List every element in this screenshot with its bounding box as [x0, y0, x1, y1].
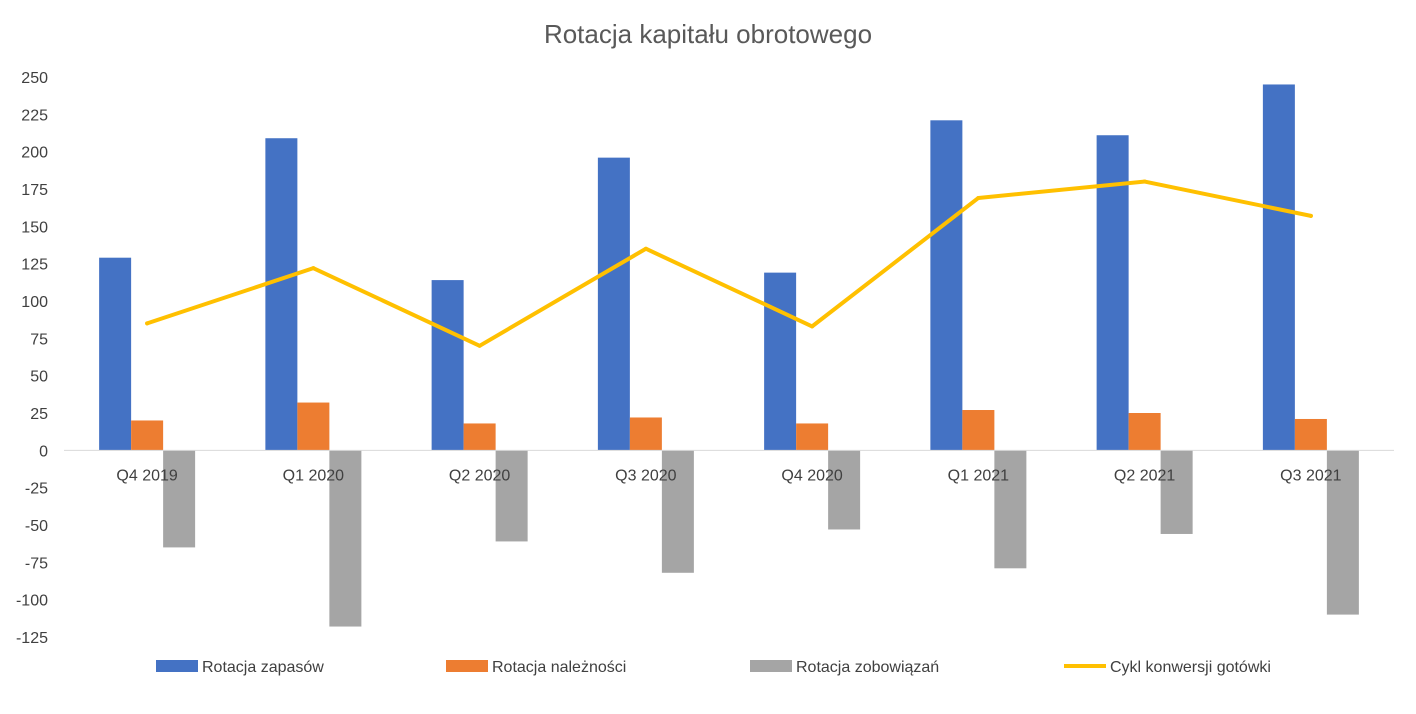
- y-axis-ticks: 2502252001751501251007550250-25-50-75-10…: [16, 70, 48, 647]
- legend-label: Rotacja zobowiązań: [796, 659, 939, 676]
- bar-3-2: [329, 450, 362, 627]
- y-tick-label: 250: [21, 70, 48, 87]
- legend-label: Rotacja należności: [492, 659, 626, 676]
- legend-swatch: [750, 660, 792, 672]
- x-tick-label: Q4 2019: [116, 467, 177, 484]
- series-line-4: [145, 179, 1313, 348]
- x-tick-label: Q2 2021: [1114, 467, 1175, 484]
- x-tick-label: Q4 2020: [781, 467, 842, 484]
- bar-3-1: [163, 450, 196, 548]
- bar-2-5: [796, 423, 829, 451]
- legend-item-1: Rotacja zapasów: [156, 659, 324, 676]
- bar-1-1: [99, 257, 132, 451]
- line-point-2: [311, 266, 316, 271]
- legend-item-2: Rotacja należności: [446, 659, 626, 676]
- bar-1-8: [1262, 84, 1295, 451]
- bar-1-4: [597, 157, 630, 451]
- y-tick-label: -75: [25, 555, 48, 572]
- y-tick-label: 0: [39, 443, 48, 460]
- y-tick-label: 100: [21, 294, 48, 311]
- bar-3-3: [495, 450, 528, 542]
- bar-1-5: [764, 272, 797, 451]
- y-tick-label: 225: [21, 107, 48, 124]
- y-tick-label: -50: [25, 518, 48, 535]
- y-tick-label: 25: [30, 406, 48, 423]
- bar-3-7: [1160, 450, 1193, 534]
- x-axis-ticks: Q4 2019 Q1 2020 Q2 2020 Q3 2020 Q4 2020 Q1 20…: [116, 467, 1341, 484]
- bar-1-3: [431, 280, 464, 451]
- bar-2-8: [1294, 418, 1327, 451]
- bar-3-8: [1326, 450, 1359, 615]
- bar-2-2: [297, 402, 330, 451]
- bars-layer: [99, 84, 1359, 627]
- legend-swatch: [446, 660, 488, 672]
- y-tick-label: 200: [21, 145, 48, 162]
- x-tick-label: Q1 2021: [948, 467, 1009, 484]
- y-tick-label: 50: [30, 369, 48, 386]
- y-tick-label: 150: [21, 219, 48, 236]
- bar-2-6: [962, 410, 995, 451]
- line-layer: [145, 179, 1313, 348]
- y-tick-label: 75: [30, 331, 48, 348]
- legend-item-3: Rotacja zobowiązań: [750, 659, 939, 676]
- y-tick-label: -100: [16, 593, 48, 610]
- x-tick-label: Q1 2020: [283, 467, 344, 484]
- x-tick-label: Q2 2020: [449, 467, 510, 484]
- line-point-6: [976, 195, 981, 200]
- line-point-4: [643, 246, 648, 251]
- bar-3-4: [661, 450, 694, 573]
- y-tick-label: 175: [21, 182, 48, 199]
- line-point-8: [1308, 213, 1313, 218]
- bar-2-7: [1128, 413, 1161, 451]
- legend-item-4: Cykl konwersji gotówki: [1064, 659, 1271, 676]
- legend: Rotacja zapasów Rotacja należności Rotacja…: [156, 659, 1271, 676]
- line-point-3: [477, 343, 482, 348]
- bar-3-6: [994, 450, 1027, 569]
- bar-2-3: [463, 423, 496, 451]
- y-tick-label: 125: [21, 257, 48, 274]
- y-tick-label: -25: [25, 481, 48, 498]
- bar-2-4: [629, 417, 662, 451]
- line-point-1: [145, 321, 150, 326]
- legend-label: Cykl konwersji gotówki: [1110, 659, 1271, 676]
- bar-3-5: [828, 450, 861, 530]
- bar-1-6: [930, 120, 963, 451]
- bar-1-2: [265, 138, 298, 451]
- legend-swatch: [156, 660, 198, 672]
- y-tick-label: -125: [16, 630, 48, 647]
- line-point-7: [1142, 179, 1147, 184]
- line-point-5: [810, 324, 815, 329]
- bar-2-1: [131, 420, 164, 451]
- x-tick-label: Q3 2021: [1280, 467, 1341, 484]
- x-tick-label: Q3 2020: [615, 467, 676, 484]
- legend-label: Rotacja zapasów: [202, 659, 324, 676]
- chart-title: Rotacja kapitału obrotowego: [544, 19, 872, 49]
